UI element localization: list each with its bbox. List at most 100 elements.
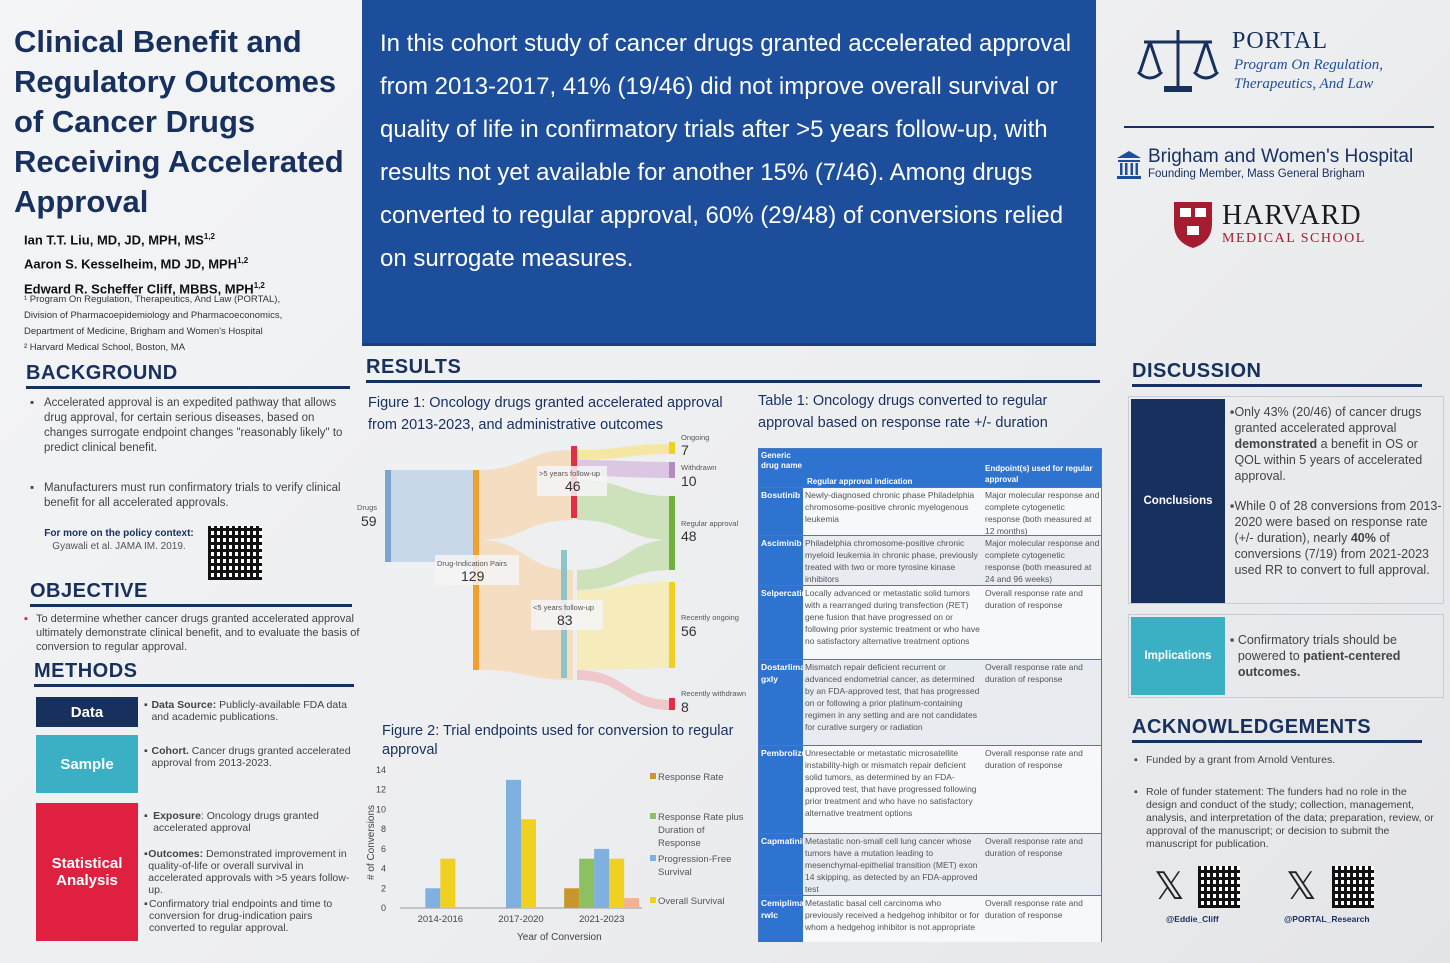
discussion-heading: DISCUSSION	[1132, 360, 1422, 387]
table-header-cell: Endpoint(s) used for regular approval	[985, 464, 1093, 484]
objective-text: ▪ To determine whether cancer drugs gran…	[24, 613, 360, 653]
implications-text: ▪ Confirmatory trials should be powered t…	[1230, 633, 1401, 679]
recently-withdrawn-value: 8	[681, 699, 689, 715]
drugs-label: Drugs	[357, 503, 377, 512]
figure1-title: Figure 1: Oncology drugs granted acceler…	[368, 395, 723, 433]
x-tick-label: 2017-2020	[498, 914, 543, 925]
y-tick-label: 6	[381, 844, 386, 854]
bar	[440, 858, 456, 908]
affiliation: ² Harvard Medical School, Boston, MA	[24, 342, 186, 353]
methods-analysis-label: Statistical Analysis	[36, 803, 138, 941]
qr-code-icon[interactable]	[1332, 866, 1374, 908]
bwh-logo-name: Brigham and Women's Hospital	[1148, 146, 1414, 167]
legend-swatch	[650, 813, 656, 819]
flow-regular-lt5	[577, 540, 671, 590]
bar	[521, 819, 536, 908]
pairs-label: Drug-Indication Pairs	[437, 559, 507, 568]
legend-label: Response Rate plus	[658, 812, 744, 823]
y-tick-label: 2	[381, 883, 386, 893]
flow-drugs-pairs	[391, 470, 475, 562]
harvard-shield-icon	[1174, 202, 1212, 248]
affiliation: Department of Medicine, Brigham and Wome…	[24, 326, 263, 337]
recently-ongoing-label: Recently ongoing	[681, 613, 739, 622]
table-row: Bosutinib Newly-diagnosed chronic phase P…	[759, 487, 1101, 536]
y-axis-label: # of Conversions	[366, 805, 377, 880]
drugs-value: 59	[361, 513, 377, 529]
affiliation: ¹ Program On Regulation, Therapeutics, A…	[24, 294, 281, 305]
x-tick-label: 2021-2023	[579, 914, 624, 925]
author: Ian T.T. Liu, MD, JD, MPH, MS1,2	[24, 232, 215, 248]
node-ongoing	[669, 442, 675, 454]
twitter-handle[interactable]: @Eddie_Cliff	[1166, 914, 1219, 924]
methods-data-text: ▪ Data Source: Publicly-available FDA dat…	[144, 699, 347, 723]
results-heading: RESULTS	[366, 356, 1100, 383]
bar	[425, 888, 441, 908]
regular-value: 48	[681, 528, 697, 544]
withdrawn-value: 10	[681, 473, 697, 489]
pairs-value: 129	[461, 568, 485, 584]
y-tick-label: 0	[381, 903, 386, 913]
figure2-title: Figure 2: Trial endpoints used for conve…	[382, 723, 734, 758]
table-row: Capmatinib Metastatic non-small cell lung…	[759, 833, 1101, 895]
methods-sample-label: Sample	[36, 735, 138, 793]
flow-ongoing	[577, 444, 671, 460]
y-tick-label: 14	[376, 765, 386, 775]
lt5-value: 83	[557, 612, 573, 628]
qr-code-icon[interactable]	[1198, 866, 1240, 908]
methods-data-label: Data	[36, 697, 138, 727]
ack-bullet: ▪ Funded by a grant from Arnold Ventures.	[1134, 754, 1336, 766]
x-logo-icon[interactable]: 𝕏	[1286, 866, 1317, 908]
harvard-logo-name: HARVARD	[1222, 200, 1362, 231]
x-axis-label: Year of Conversion	[517, 932, 602, 943]
legend-label: Progression-Free	[658, 854, 731, 865]
affiliation: Division of Pharmacoepidemiology and Pha…	[24, 310, 283, 321]
portal-logo-name: PORTAL	[1232, 28, 1328, 54]
sankey-diagram: Drugs 59 Drug-Indication Pairs 129 >5 ye…	[357, 433, 746, 715]
table-row: Asciminib Philadelphia chromosome-positiv…	[759, 535, 1101, 585]
objective-heading: OBJECTIVE	[30, 580, 352, 607]
implications-box	[1128, 614, 1444, 698]
bar	[506, 779, 521, 908]
acknowledgements-heading: ACKNOWLEDGEMENTS	[1132, 716, 1422, 743]
gt5-label: >5 years follow-up	[539, 469, 600, 478]
harvard-logo-subtitle: MEDICAL SCHOOL	[1222, 231, 1366, 246]
legend-label: Duration of	[658, 825, 705, 836]
table-header-cell: Regular approval indication	[807, 477, 913, 486]
implications-label: Implications	[1131, 617, 1225, 695]
affiliations: ¹ Program On Regulation, Therapeutics, A…	[24, 292, 354, 356]
legend-swatch	[650, 855, 656, 861]
portal-logo-subtitle: Program On Regulation, Therapeutics, And …	[1234, 57, 1384, 92]
divider	[1124, 126, 1434, 128]
flow-recently-withdrawn	[577, 670, 671, 710]
table1-title: Table 1: Oncology drugs converted to reg…	[758, 393, 1048, 431]
node-drugs	[385, 470, 391, 562]
author: Aaron S. Kesselheim, MD JD, MPH1,2	[24, 256, 249, 272]
methods-analysis-text: ▪ Exposure: Oncology drugs granted accele…	[144, 810, 350, 934]
node-recently-ongoing	[669, 582, 675, 668]
background-heading: BACKGROUND	[26, 362, 350, 389]
conclusions-label: Conclusions	[1131, 399, 1225, 603]
hospital-building-icon	[1117, 151, 1141, 179]
table-row: PembrolizumabUnresectable or metastatic …	[759, 745, 1101, 833]
methods-sample-text: ▪ Cohort. Cancer drugs granted accelerate…	[144, 745, 351, 769]
regular-approval-table: Generic drug name Regular approval indic…	[758, 448, 1102, 942]
scales-of-justice-icon	[1136, 30, 1220, 92]
y-tick-label: 12	[376, 785, 386, 795]
legend-label: Response	[658, 838, 701, 849]
table-row: SelpercatinibLocally advanced or metasta…	[759, 585, 1101, 659]
x-tick-label: 2014-2016	[418, 914, 463, 925]
policy-reference: For more on the policy context: Gyawali …	[44, 528, 194, 552]
ongoing-label: Ongoing	[681, 433, 709, 442]
key-finding-banner: In this cohort study of cancer drugs gra…	[362, 0, 1096, 346]
table-header-cell: Generic drug name	[761, 451, 802, 470]
qr-code-icon[interactable]	[208, 526, 262, 580]
key-finding-text: In this cohort study of cancer drugs gra…	[380, 30, 1072, 272]
lt5-label: <5 years follow-up	[533, 603, 594, 612]
twitter-handle[interactable]: @PORTAL_Research	[1284, 914, 1370, 924]
withdrawn-label: Withdrawn	[681, 463, 716, 472]
node-withdrawn	[669, 462, 675, 478]
x-logo-icon[interactable]: 𝕏	[1154, 866, 1185, 908]
endpoint-bar-chart: 0 2 4 6 8 10 12 14 2014-2016 2017-2020 2021-2023 R…	[366, 765, 744, 943]
